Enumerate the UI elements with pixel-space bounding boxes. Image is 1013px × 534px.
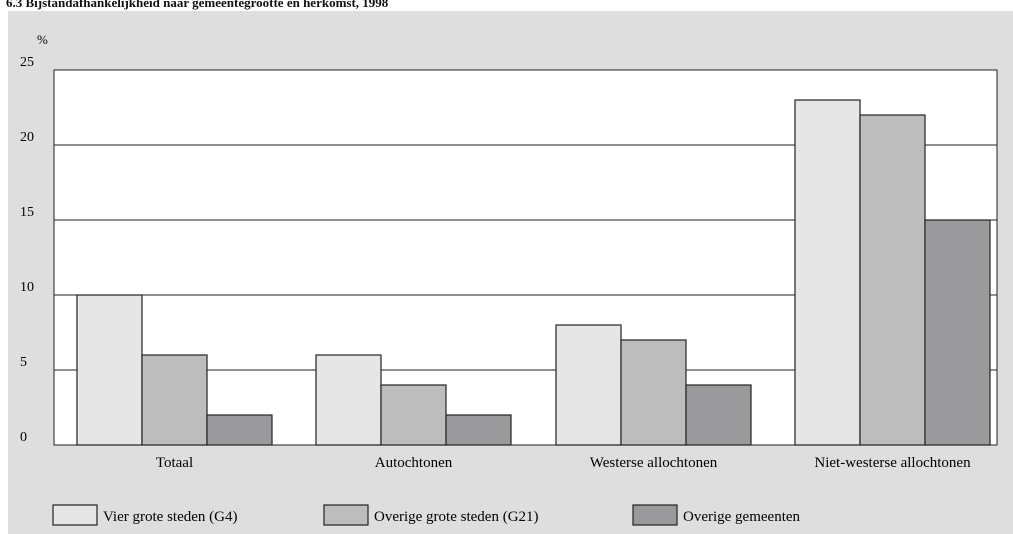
y-tick-label: 10 [20, 280, 34, 295]
y-axis-label: % [37, 32, 48, 47]
x-tick-label: Niet-westerse allochtonen [814, 455, 971, 471]
y-axis-tick-labels: 0 5 10 15 20 25 [20, 55, 34, 445]
x-tick-label: Totaal [156, 455, 193, 471]
bar-autochtonen-series-3 [445, 414, 512, 446]
y-tick-label: 20 [20, 130, 34, 145]
bar-autochtonen-series-1 [315, 354, 382, 446]
legend-label: Overige gemeenten [683, 509, 801, 525]
legend-swatch [323, 504, 369, 526]
x-axis-tick-labels: Totaal Autochtonen Westerse allochtonen Nie… [156, 455, 971, 471]
bar-totaal-series-1 [76, 294, 143, 446]
y-tick-label: 25 [20, 55, 34, 70]
bar-niet-westerse-allochtonen-series-2 [859, 114, 926, 446]
bar-totaal-series-2 [141, 354, 208, 446]
legend-label: Overige grote steden (G21) [374, 509, 539, 525]
bar-westerse-allochtonen-series-1 [555, 324, 622, 446]
x-tick-label: Westerse allochtonen [590, 455, 718, 471]
bar-autochtonen-series-2 [380, 384, 447, 446]
legend-label: Vier grote steden (G4) [103, 509, 237, 525]
legend: Vier grote steden (G4) Overige grote sted… [52, 504, 801, 526]
legend-swatch [632, 504, 678, 526]
bar-westerse-allochtonen-series-2 [620, 339, 687, 446]
bar-niet-westerse-allochtonen-series-3 [924, 219, 991, 446]
bars [76, 99, 991, 446]
y-tick-label: 15 [20, 205, 34, 220]
x-tick-label: Autochtonen [375, 455, 453, 471]
bar-totaal-series-3 [206, 414, 273, 446]
y-tick-label: 0 [20, 430, 27, 445]
legend-swatch [52, 504, 98, 526]
y-tick-label: 5 [20, 355, 27, 370]
bar-westerse-allochtonen-series-3 [685, 384, 752, 446]
chart-title: 6.3 Bijstandafhankelijkheid naar gemeent… [6, 0, 389, 10]
bar-niet-westerse-allochtonen-series-1 [794, 99, 861, 446]
